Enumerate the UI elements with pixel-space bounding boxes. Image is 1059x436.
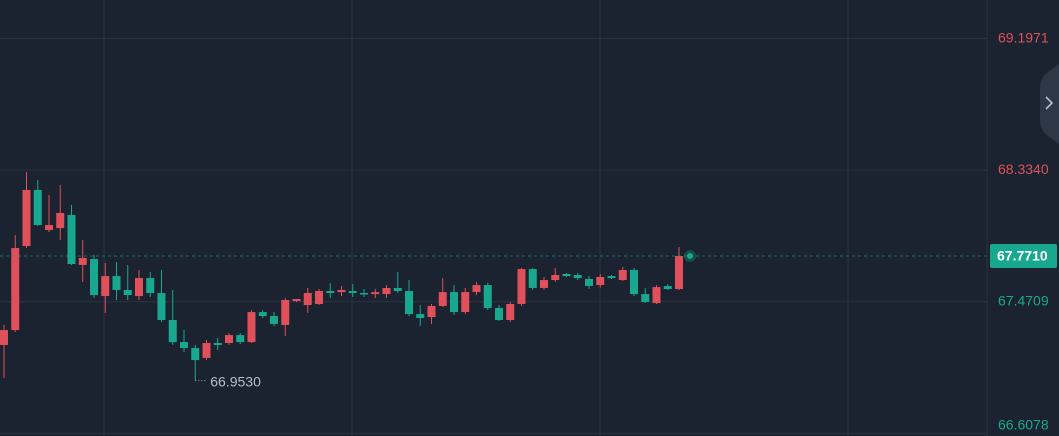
candle-body xyxy=(191,348,200,361)
candle-body xyxy=(11,248,20,331)
candle-body xyxy=(461,292,470,313)
candle-body xyxy=(495,307,503,320)
candle-body xyxy=(652,287,661,304)
candle-body xyxy=(112,276,121,290)
collapse-handle[interactable] xyxy=(1040,64,1059,144)
candle-body xyxy=(90,259,98,295)
candle-body xyxy=(663,285,672,290)
y-tick-label: 68.3340 xyxy=(998,161,1049,177)
candle-body xyxy=(472,285,481,293)
handle-shape[interactable] xyxy=(1040,64,1059,144)
candle-body xyxy=(506,303,515,320)
candle-body xyxy=(67,214,76,265)
candle-body xyxy=(123,289,132,295)
candle-body xyxy=(551,275,560,281)
candle-body xyxy=(416,314,425,319)
y-tick-label: 66.6078 xyxy=(998,417,1049,433)
candle-body xyxy=(270,316,278,324)
candle-body xyxy=(0,330,8,345)
candle-body xyxy=(427,305,436,318)
candle-body xyxy=(630,269,638,295)
candle-body xyxy=(517,269,526,304)
candle-body xyxy=(202,343,211,358)
candle-body xyxy=(393,287,402,292)
candle-body xyxy=(303,293,312,306)
candle-body xyxy=(281,300,290,326)
y-tick-label: 69.1971 xyxy=(998,29,1049,45)
candle-body xyxy=(562,273,571,277)
last-price-label: 67.7710 xyxy=(997,248,1048,264)
candle-body xyxy=(78,257,87,265)
candle-body xyxy=(45,225,53,231)
candle-body xyxy=(292,298,301,302)
candle-body xyxy=(258,312,267,317)
candle-body xyxy=(675,255,683,290)
candle-body xyxy=(483,285,492,308)
candle-body xyxy=(360,293,368,295)
candle-body xyxy=(641,294,650,302)
candle-body xyxy=(135,278,143,297)
candle-body xyxy=(101,276,110,297)
candle-body xyxy=(180,342,188,349)
candle-body xyxy=(371,292,380,295)
candle-body xyxy=(596,276,605,286)
candle-body xyxy=(382,287,391,295)
candle-body xyxy=(315,291,323,304)
candle-body xyxy=(225,335,233,344)
candle-body xyxy=(33,189,42,226)
candle-body xyxy=(348,291,357,294)
candle-body xyxy=(157,293,166,320)
low-label: 66.9530 xyxy=(210,373,261,389)
candle-body xyxy=(573,275,582,279)
candle-body xyxy=(56,212,65,229)
last-price-tag xyxy=(990,243,1057,268)
candle-body xyxy=(540,280,548,288)
y-tick-label: 67.4709 xyxy=(998,292,1049,308)
chevron-icon[interactable] xyxy=(1045,96,1054,110)
candle-body xyxy=(247,312,256,343)
candle-body xyxy=(22,189,31,247)
candle-body xyxy=(337,289,346,293)
candle-body xyxy=(146,278,155,294)
candle-body xyxy=(438,292,447,306)
candle-body xyxy=(405,291,413,315)
candle-body xyxy=(236,335,245,343)
candle-body xyxy=(618,269,627,281)
candle-body xyxy=(450,292,458,313)
candle-body xyxy=(168,319,177,343)
candle-body xyxy=(528,269,537,288)
candle-body xyxy=(213,343,222,345)
candle-body xyxy=(585,278,593,286)
candle-body xyxy=(326,291,335,294)
last-price-dot xyxy=(687,252,693,259)
candle-body xyxy=(607,276,616,279)
